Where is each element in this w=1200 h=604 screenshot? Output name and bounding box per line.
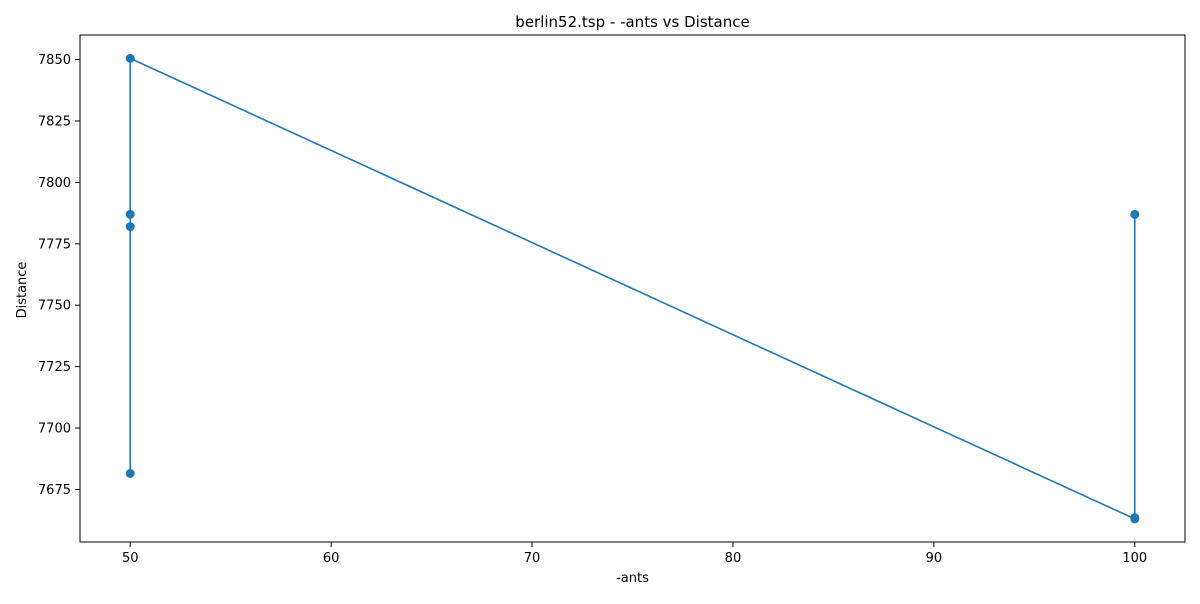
- chart-title: berlin52.tsp - -ants vs Distance: [515, 13, 749, 31]
- y-tick-label: 7800: [38, 176, 71, 191]
- data-point-0-0: [125, 468, 135, 478]
- x-tick-label: 50: [122, 551, 139, 566]
- data-point-0-5: [1130, 513, 1140, 523]
- data-point-0-3: [125, 53, 135, 63]
- data-point-0-1: [125, 222, 135, 232]
- y-axis-label: Distance: [15, 262, 30, 319]
- plot-area: 50 60 70 80 90 100 7675 7700 7725 7750 7775 7800 782…: [38, 34, 1186, 566]
- data-point-0-6: [1130, 209, 1140, 219]
- plot-frame: [79, 34, 1186, 543]
- x-tick-label: 80: [725, 551, 742, 566]
- y-tick-label: 7700: [38, 422, 71, 437]
- y-tick-label: 7675: [38, 483, 71, 498]
- x-tick-label: 70: [524, 551, 541, 566]
- x-tick-label: 60: [323, 551, 340, 566]
- y-tick-label: 7825: [38, 114, 71, 129]
- y-tick-label: 7750: [38, 299, 71, 314]
- y-tick-label: 7775: [38, 237, 71, 252]
- y-tick-label: 7725: [38, 360, 71, 375]
- x-axis-label: -ants: [616, 571, 649, 586]
- y-tick-label: 7850: [38, 53, 71, 68]
- data-point-0-2: [125, 209, 135, 219]
- series-line-0: [129, 57, 1136, 520]
- x-tick-label: 90: [926, 551, 943, 566]
- x-tick-label: 100: [1122, 551, 1147, 566]
